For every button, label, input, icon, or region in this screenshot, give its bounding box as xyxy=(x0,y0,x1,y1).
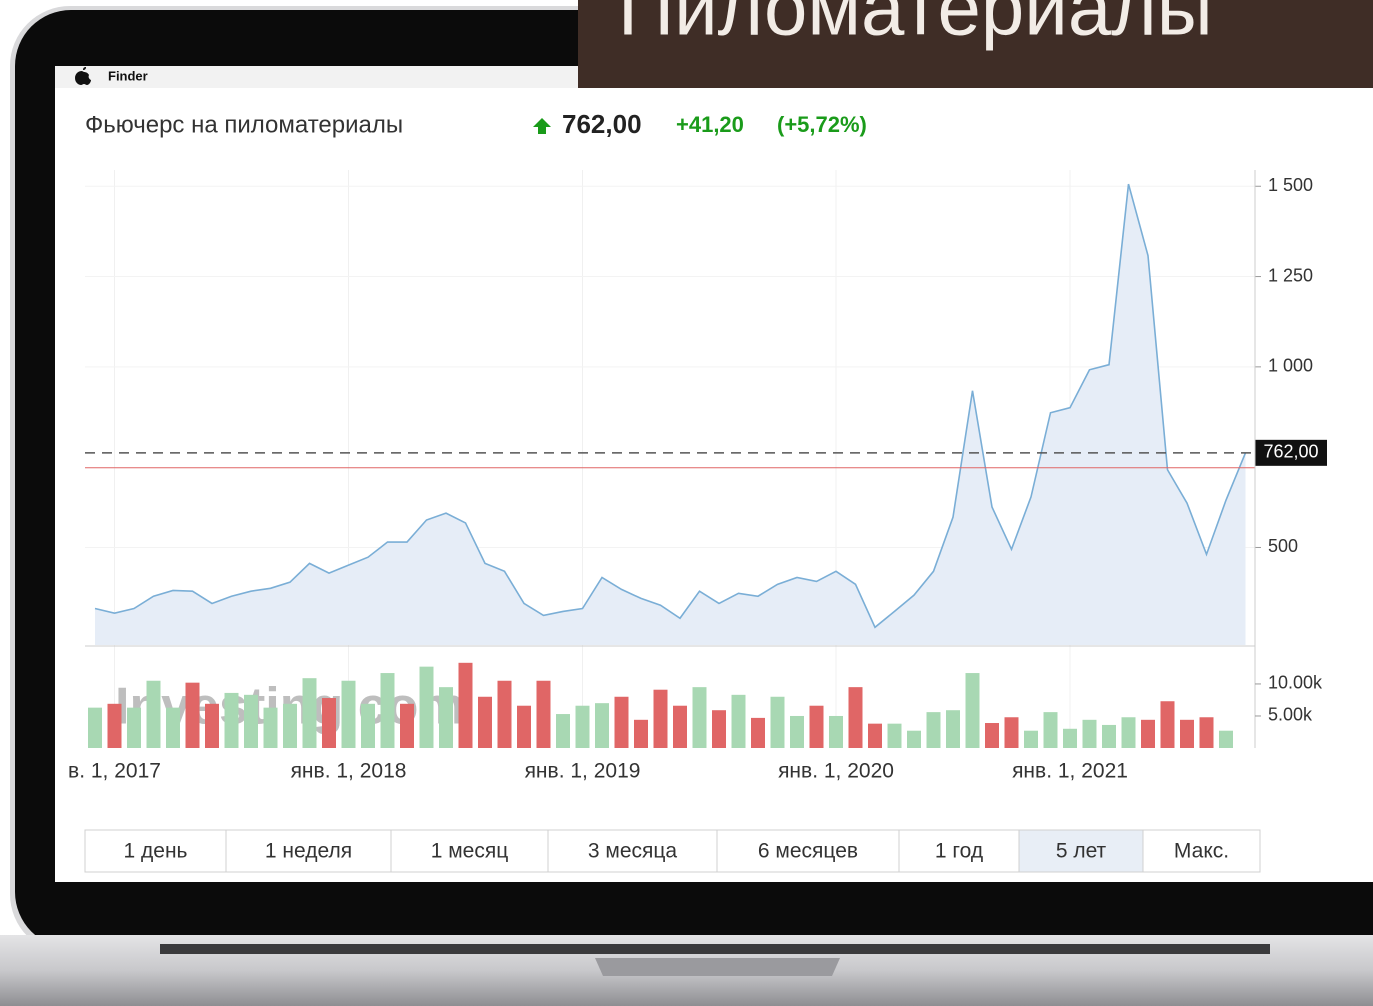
volume-bar xyxy=(1122,717,1136,748)
volume-bar xyxy=(1005,717,1019,748)
volume-bar xyxy=(439,687,453,748)
volume-bar xyxy=(1141,720,1155,748)
x-tick-label: янв. 1, 2018 xyxy=(291,760,407,783)
page: Finder Пиломатериалы Фьючерс на пиломате… xyxy=(0,0,1373,1006)
volume-bar xyxy=(732,695,746,748)
range-button-label[interactable]: 1 месяц xyxy=(431,840,509,863)
volume-bar xyxy=(1161,701,1175,748)
y-tick-label: 1 250 xyxy=(1268,265,1313,285)
volume-bar xyxy=(537,681,551,748)
volume-bar xyxy=(225,693,239,748)
volume-bar xyxy=(381,673,395,748)
quote-title: Фьючерс на пиломатериалы xyxy=(85,111,403,138)
volume-bar xyxy=(186,683,200,748)
volume-bar xyxy=(1024,731,1038,748)
volume-bar xyxy=(829,716,843,748)
volume-bar xyxy=(946,710,960,748)
volume-bar xyxy=(244,695,258,748)
y-tick-label: 10.00k xyxy=(1268,673,1323,693)
banner-title: Пиломатериалы xyxy=(618,0,1213,52)
volume-bar xyxy=(147,681,161,748)
volume-bar xyxy=(342,681,356,748)
volume-bar xyxy=(1200,717,1214,748)
volume-bar xyxy=(966,673,980,748)
volume-bar xyxy=(751,718,765,748)
volume-bar xyxy=(771,697,785,748)
volume-bar xyxy=(264,708,278,748)
volume-bar xyxy=(1063,729,1077,748)
x-tick-label: в. 1, 2017 xyxy=(68,760,161,783)
price-badge-label: 762,00 xyxy=(1263,442,1318,462)
volume-bar xyxy=(108,704,122,748)
volume-bar xyxy=(888,724,902,748)
volume-bar xyxy=(790,716,804,748)
volume-bar xyxy=(595,703,609,748)
volume-bar xyxy=(868,724,882,748)
volume-bar xyxy=(673,706,687,748)
volume-bar xyxy=(1044,712,1058,748)
volume-bar xyxy=(927,712,941,748)
volume-bar xyxy=(985,723,999,748)
x-tick-label: янв. 1, 2021 xyxy=(1012,760,1128,783)
volume-bar xyxy=(849,687,863,748)
volume-bar xyxy=(205,704,219,748)
y-tick-label: 5.00k xyxy=(1268,705,1313,725)
volume-bar xyxy=(576,706,590,748)
volume-bar xyxy=(634,720,648,748)
volume-bar xyxy=(283,704,297,748)
volume-bar xyxy=(556,714,570,748)
volume-bar xyxy=(166,708,180,748)
hinge xyxy=(160,944,1270,954)
volume-bar xyxy=(517,706,531,748)
volume-bar xyxy=(498,681,512,748)
volume-bar xyxy=(459,663,473,748)
volume-bar xyxy=(400,704,414,748)
notch xyxy=(595,958,840,976)
menu-app: Finder xyxy=(108,68,148,83)
volume-bar xyxy=(1083,720,1097,748)
volume-bar xyxy=(615,697,629,748)
volume-bar xyxy=(303,678,317,748)
y-tick-label: 1 000 xyxy=(1268,356,1313,376)
range-button-label[interactable]: 6 месяцев xyxy=(758,840,858,863)
volume-bar xyxy=(420,667,434,748)
range-buttons: 1 день 1 неделя 1 месяц 3 месяца 6 месяцев 1 … xyxy=(85,830,1260,872)
y-tick-label: 500 xyxy=(1268,536,1298,556)
volume-bar xyxy=(654,690,668,748)
volume-bar xyxy=(127,708,141,748)
quote-change: +41,20 xyxy=(676,112,744,137)
quote-change-percent: (+5,72%) xyxy=(777,112,867,137)
volume-bar xyxy=(1180,720,1194,748)
volume-bar xyxy=(1102,725,1116,748)
range-button-label[interactable]: Макс. xyxy=(1174,840,1229,863)
range-button-label[interactable]: 5 лет xyxy=(1056,840,1107,863)
volume-bar xyxy=(693,687,707,748)
volume-bar xyxy=(810,706,824,748)
volume-bar xyxy=(322,698,336,748)
volume-bar xyxy=(712,710,726,748)
x-tick-label: янв. 1, 2019 xyxy=(525,760,641,783)
screenshot: Finder Пиломатериалы Фьючерс на пиломате… xyxy=(0,0,1373,1006)
volume-bar xyxy=(361,704,375,748)
volume-bar xyxy=(88,708,102,748)
range-button-label[interactable]: 1 день xyxy=(124,840,188,863)
range-button-label[interactable]: 1 год xyxy=(935,840,983,863)
x-tick-label: янв. 1, 2020 xyxy=(778,760,894,783)
quote-price: 762,00 xyxy=(562,109,642,139)
volume-bar xyxy=(1219,731,1233,748)
range-button-label[interactable]: 1 неделя xyxy=(265,840,352,863)
screen xyxy=(55,66,1373,882)
volume-bar xyxy=(907,731,921,748)
range-button-label[interactable]: 3 месяца xyxy=(588,840,678,863)
volume-bar xyxy=(478,697,492,748)
y-tick-label: 1 500 xyxy=(1268,175,1313,195)
